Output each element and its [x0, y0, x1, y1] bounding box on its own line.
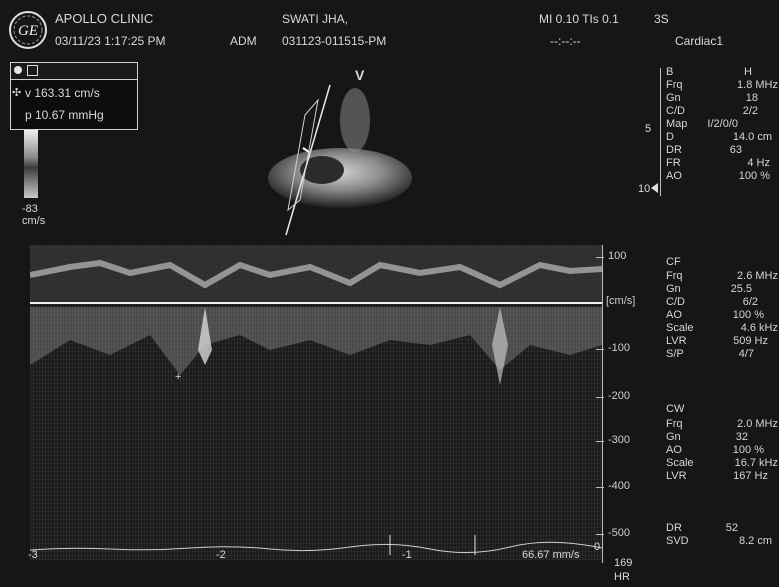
- patient-id: 031123-011515-PM: [282, 34, 387, 48]
- time-label: 0: [594, 541, 601, 553]
- color-scale-value: -83: [22, 203, 38, 215]
- velocity-label: -100: [608, 342, 631, 354]
- time-label: -1: [402, 549, 412, 561]
- cf-param-row: AO 100 %: [666, 309, 764, 321]
- dr-svd-row: SVD 8.2 cm: [666, 535, 772, 547]
- patient-name: SWATI JHA,: [282, 12, 348, 26]
- cf-param-row: C/D 6/2: [666, 296, 758, 308]
- b-param-row: DR 63: [666, 144, 742, 156]
- operator-id: ADM: [230, 34, 257, 48]
- velocity-axis: [602, 245, 603, 563]
- pressure-readout: p 10.67 mmHg: [25, 108, 104, 122]
- preset-name: Cardiac1: [675, 34, 724, 48]
- cf-params: Frq 2.6 MHz Gn 25.5 C/D 6/2 AO 100 % Scale 4.…: [666, 270, 778, 361]
- velocity-label: 100: [608, 250, 627, 262]
- velocity-label: -400: [608, 480, 631, 492]
- cw-param-row: AO 100 %: [666, 444, 764, 456]
- dr-svd-row: DR 52: [666, 522, 738, 534]
- velocity-readout: v 163.31 cm/s: [25, 86, 100, 100]
- velocity-label: -200: [608, 390, 631, 402]
- measurement-tab[interactable]: [10, 62, 138, 80]
- b-param-row: Frq 1.8 MHz: [666, 79, 778, 91]
- heart-rate-label: HR: [614, 571, 630, 583]
- ge-logo: GE: [8, 10, 48, 50]
- measure-mode-icon: [27, 65, 38, 76]
- b-param-row: Gn 18: [666, 92, 758, 104]
- focus-marker-icon: [651, 183, 658, 193]
- velocity-label: -300: [608, 434, 631, 446]
- svg-text:+: +: [175, 371, 181, 383]
- cw-param-row: Gn 32: [666, 431, 748, 443]
- depth-ruler: [660, 68, 661, 196]
- cf-param-row: Frq 2.6 MHz: [666, 270, 778, 282]
- color-scale-bar: [24, 130, 38, 198]
- sweep-speed: 66.67 mm/s: [522, 549, 580, 561]
- b-param-row: AO 100 %: [666, 170, 770, 182]
- dr-svd-params: DR 52 SVD 8.2 cm: [666, 522, 778, 548]
- cw-param-row: LVR 167 Hz: [666, 470, 768, 482]
- time-dashes: --:--:--: [550, 34, 581, 48]
- record-dot-icon: [14, 66, 22, 74]
- cw-title: CW: [666, 403, 685, 415]
- cf-param-row: LVR 509 Hz: [666, 335, 768, 347]
- cf-param-row: S/P 4/7: [666, 348, 754, 360]
- b-param-row: C/D 2/2: [666, 105, 758, 117]
- cw-param-row: Frq 2.0 MHz: [666, 418, 778, 430]
- mi-tis-readout: MI 0.10 TIs 0.1: [539, 12, 619, 26]
- b-header-label: B: [666, 66, 674, 78]
- depth-label-10: 10: [638, 183, 651, 195]
- image-marker-v: V: [355, 67, 365, 83]
- cf-title: CF: [666, 256, 681, 268]
- depth-label-5: 5: [645, 123, 652, 135]
- b-param-row: D 14.0 cm: [666, 131, 772, 143]
- b-param-row: FR 4 Hz: [666, 157, 770, 169]
- cf-param-row: Gn 25.5: [666, 283, 752, 295]
- doppler-waveform: +: [30, 245, 602, 555]
- clinic-name: APOLLO CLINIC: [55, 11, 154, 26]
- cursor-icon: ✣: [12, 87, 22, 99]
- svg-text:GE: GE: [18, 23, 38, 39]
- b-param-row: Map I/2/0/0: [666, 118, 738, 130]
- probe-name: 3S: [654, 12, 669, 26]
- cf-param-row: Scale 4.6 kHz: [666, 322, 778, 334]
- b-mode-sector-image: [240, 62, 455, 245]
- velocity-unit-label: [cm/s]: [606, 295, 636, 307]
- velocity-label: -500: [608, 527, 631, 539]
- exam-datetime: 03/11/23 1:17:25 PM: [55, 34, 166, 48]
- color-scale-unit: cm/s: [22, 215, 46, 227]
- time-label: -3: [28, 549, 38, 561]
- time-label: -2: [216, 549, 226, 561]
- heart-rate-value: 169: [614, 557, 633, 569]
- h-header-label: H: [744, 66, 752, 78]
- cw-params: Frq 2.0 MHz Gn 32 AO 100 % Scale 16.7 kHz LV…: [666, 418, 778, 483]
- cw-param-row: Scale 16.7 kHz: [666, 457, 778, 469]
